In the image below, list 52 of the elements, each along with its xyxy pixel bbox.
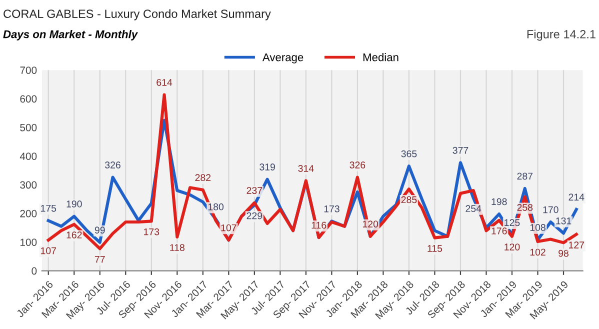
legend-label: Median bbox=[363, 53, 398, 62]
data-label: 118 bbox=[170, 244, 184, 252]
data-label: 237 bbox=[246, 187, 262, 194]
data-label: 170 bbox=[543, 206, 558, 214]
data-label: 319 bbox=[260, 164, 275, 170]
chart-title: CORAL GABLES - Luxury Condo Market Summary bbox=[4, 9, 271, 20]
y-tick-label: 400 bbox=[20, 152, 37, 160]
data-label: 108 bbox=[530, 224, 546, 231]
data-label: 120 bbox=[362, 220, 378, 228]
data-label: 175 bbox=[41, 204, 56, 212]
data-label: 115 bbox=[428, 245, 442, 252]
data-label: 229 bbox=[246, 212, 262, 220]
data-label: 102 bbox=[530, 248, 546, 256]
data-label: 180 bbox=[208, 203, 224, 210]
data-label: 190 bbox=[66, 200, 82, 208]
data-label: 173 bbox=[324, 205, 340, 212]
data-label: 131 bbox=[556, 217, 572, 224]
data-label: 287 bbox=[517, 172, 532, 180]
y-tick-label: 200 bbox=[20, 210, 37, 218]
y-tick-label: 700 bbox=[20, 66, 37, 74]
data-label: 326 bbox=[105, 162, 120, 168]
data-label: 258 bbox=[517, 204, 533, 211]
caption: Figure 14.2.1 bbox=[527, 30, 596, 41]
y-tick-label: 100 bbox=[20, 238, 37, 246]
data-label: 173 bbox=[144, 228, 160, 236]
data-label: 176 bbox=[492, 228, 507, 234]
y-tick-label: 300 bbox=[20, 181, 37, 189]
y-tick-label: 0 bbox=[32, 267, 37, 275]
data-label: 282 bbox=[195, 174, 211, 182]
data-label: 77 bbox=[94, 256, 105, 263]
data-label: 614 bbox=[156, 78, 172, 86]
data-label: 116 bbox=[312, 222, 326, 229]
data-label: 365 bbox=[401, 150, 417, 158]
y-tick-label: 600 bbox=[20, 95, 37, 103]
legend-label: Average bbox=[262, 53, 304, 64]
chart-subtitle: Days on Market - Monthly bbox=[3, 30, 138, 40]
data-label: 125 bbox=[504, 219, 520, 226]
data-label: 98 bbox=[558, 250, 568, 257]
data-label: 314 bbox=[298, 164, 314, 172]
y-tick-label: 500 bbox=[20, 124, 37, 132]
data-label: 214 bbox=[568, 194, 584, 200]
data-label: 254 bbox=[466, 205, 482, 212]
data-label: 127 bbox=[569, 242, 584, 248]
data-label: 326 bbox=[350, 162, 366, 168]
data-label: 107 bbox=[221, 224, 236, 232]
data-label: 162 bbox=[66, 232, 82, 238]
data-label: 99 bbox=[94, 226, 105, 234]
data-label: 198 bbox=[492, 198, 507, 206]
data-label: 107 bbox=[41, 247, 56, 254]
data-label: 377 bbox=[452, 146, 468, 154]
data-label: 285 bbox=[401, 196, 417, 204]
data-label: 120 bbox=[504, 244, 520, 250]
